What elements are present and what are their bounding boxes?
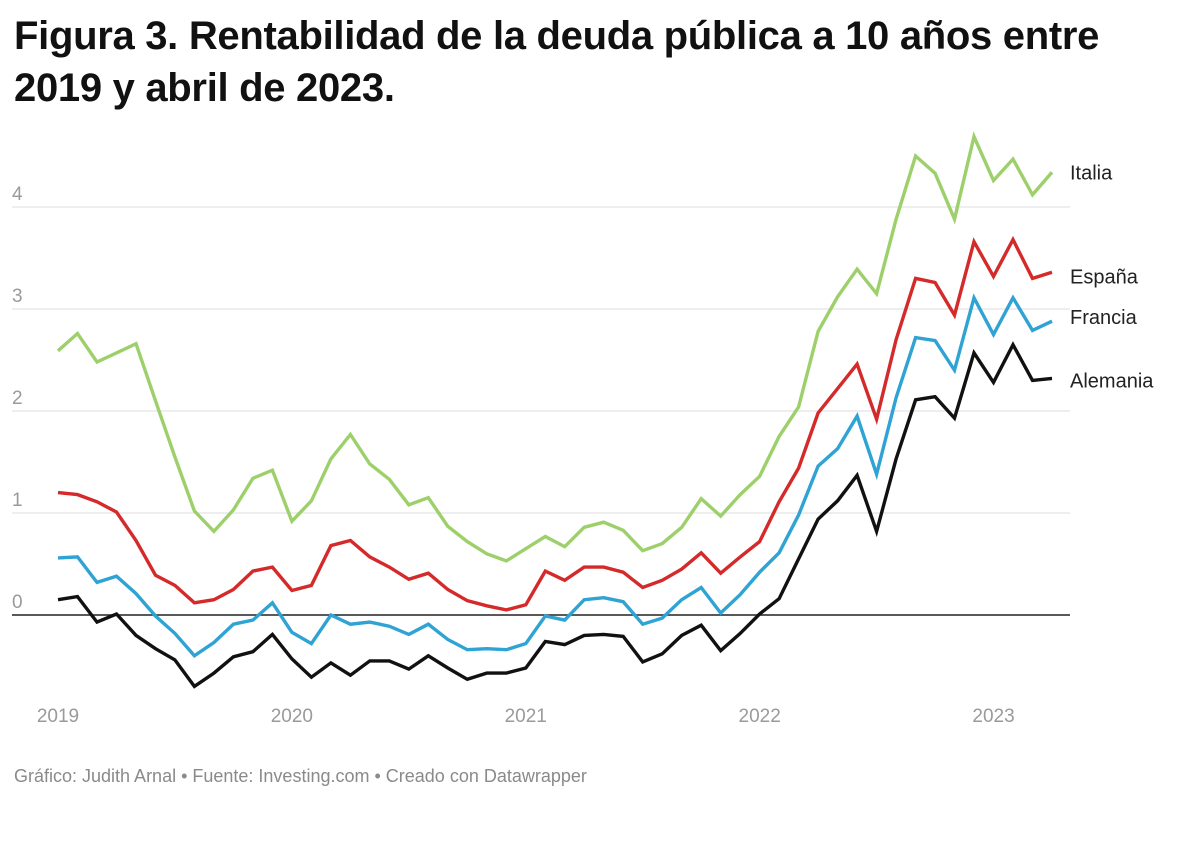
y-tick-label: 4: [12, 184, 23, 205]
y-axis-ticks: 0 1 2 3 4: [12, 184, 23, 613]
series-label: Alemania: [1070, 370, 1154, 392]
series-line-francia: [57, 293, 1053, 659]
y-tick-label: 3: [12, 286, 23, 307]
y-tick-label: 2: [12, 388, 23, 409]
x-tick-label: 2022: [739, 706, 781, 727]
series-line-espana: [57, 235, 1053, 612]
x-tick-label: 2021: [505, 706, 547, 727]
series-labels: Italia España Francia Alemania: [1070, 162, 1154, 392]
y-tick-label: 0: [12, 592, 23, 613]
series-label: España: [1070, 266, 1139, 288]
series-label: Italia: [1070, 162, 1113, 184]
page-title: Figura 3. Rentabilidad de la deuda públi…: [14, 14, 1100, 110]
series-lines: [56, 131, 1054, 689]
series-label: Francia: [1070, 307, 1138, 329]
x-tick-label: 2023: [972, 706, 1014, 727]
series-line-italia: [56, 131, 1054, 563]
series-line-alemania: [57, 341, 1053, 689]
chart-credits: Gráfico: Judith Arnal • Fuente: Investin…: [14, 766, 587, 786]
x-tick-label: 2020: [271, 706, 313, 727]
x-tick-label: 2019: [37, 706, 79, 727]
y-tick-label: 1: [12, 490, 23, 511]
x-axis-ticks: 2019 2020 2021 2022 2023: [37, 706, 1015, 727]
